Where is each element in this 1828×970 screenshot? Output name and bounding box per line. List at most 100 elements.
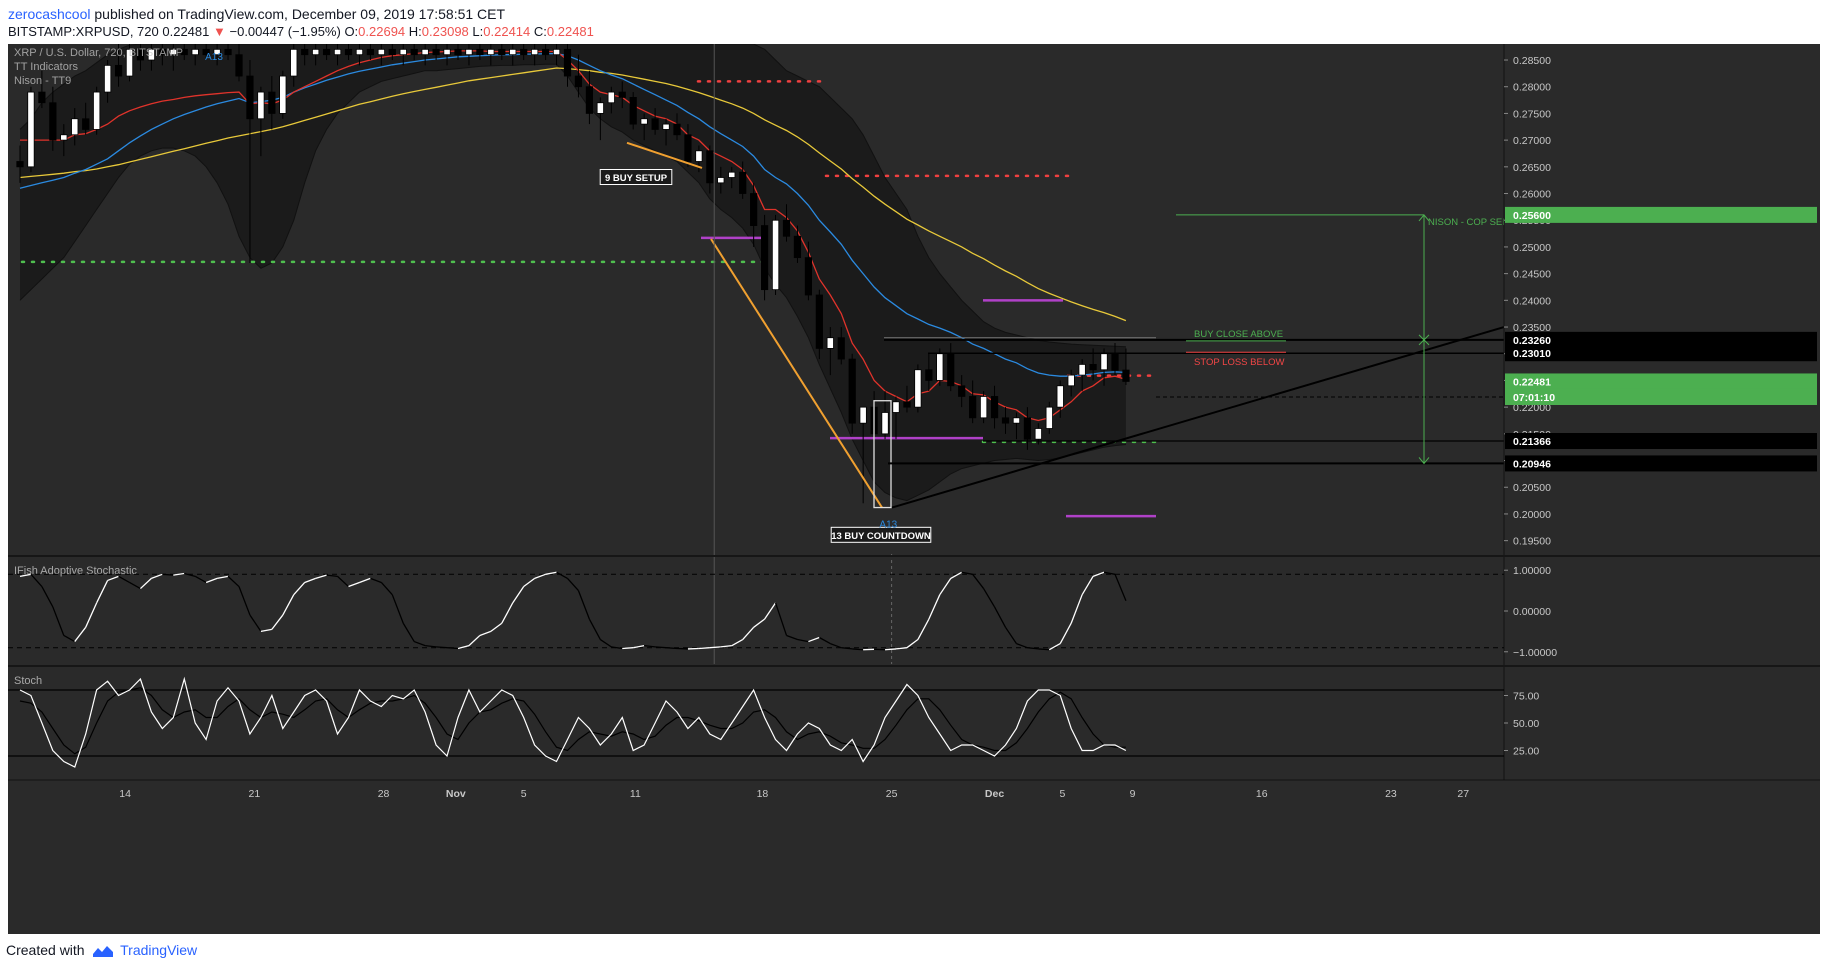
candle: [804, 241, 813, 301]
ifish-segment: [436, 646, 448, 649]
time-axis-background: [8, 780, 1820, 934]
candle: [596, 97, 604, 141]
price-tag-box: [1505, 373, 1817, 390]
candle: [104, 60, 112, 103]
candle: [892, 396, 900, 440]
ifish-segment: [260, 628, 272, 633]
candle-body: [1012, 417, 1021, 424]
ifish-segment: [205, 577, 218, 584]
price-tick-label: 0.26000: [1513, 189, 1551, 201]
time-tick-label: 21: [248, 788, 260, 800]
candle: [826, 327, 834, 376]
candle-body: [399, 48, 407, 56]
ifish-segment: [194, 575, 207, 584]
candle-body: [421, 48, 429, 56]
price-tag-label: 0.21366: [1513, 436, 1551, 448]
ifish-segment: [1103, 571, 1116, 575]
candle-body: [38, 91, 46, 104]
ifish-segment: [567, 577, 579, 592]
candle: [388, 44, 396, 61]
candle: [498, 44, 506, 61]
tradingview-link[interactable]: TradingView: [120, 942, 198, 958]
ifish-segment: [1004, 626, 1017, 644]
candle-body: [246, 75, 254, 120]
nison-cross-icon: [1418, 334, 1430, 346]
a13-label-top: A13: [205, 52, 223, 63]
high-label: H:: [408, 24, 422, 39]
candle-body: [520, 48, 528, 56]
buy-countdown-label-text: 13 BUY COUNTDOWN: [831, 531, 931, 542]
chart-area[interactable]: 9 BUY SETUP 13 BUY COUNTDOWN BUY CLOSE ABO…: [8, 43, 1820, 934]
candle-body: [235, 54, 243, 77]
ifish-segment: [227, 575, 240, 588]
candle-body: [279, 75, 287, 114]
ifish-segment: [96, 580, 109, 604]
ifish-segment: [402, 622, 415, 642]
candle-body: [936, 353, 944, 381]
price-tick-label: 0.19500: [1513, 536, 1551, 548]
ifish-segment: [852, 648, 864, 651]
candle-body: [859, 406, 867, 424]
candle-body: [322, 48, 331, 56]
candle-body: [257, 91, 265, 120]
ifish-segment: [85, 602, 98, 628]
candle: [1056, 380, 1064, 418]
ifish-tick-label: 0.00000: [1513, 606, 1551, 618]
candle-body: [410, 48, 418, 56]
candle-body: [169, 48, 177, 56]
ifish-segment: [993, 606, 1007, 628]
ifish-segment: [19, 573, 32, 577]
candle-body: [815, 294, 823, 349]
candle-body: [837, 337, 845, 360]
ifish-segment: [764, 602, 777, 620]
stoch-title: Stoch: [14, 675, 42, 687]
candle-body: [750, 193, 758, 226]
ifish-segment: [644, 645, 656, 648]
ifish-segment: [359, 577, 371, 584]
candle: [344, 44, 353, 61]
candle: [114, 44, 123, 87]
buy-setup-label-text: 9 BUY SETUP: [605, 173, 668, 184]
candle-body: [958, 385, 966, 397]
candle: [848, 353, 856, 434]
candle: [27, 86, 35, 173]
candle: [925, 353, 933, 392]
candle-body: [432, 48, 440, 56]
price-axis-background: [1504, 44, 1820, 780]
candle: [476, 44, 484, 61]
ema-yellow-line: [19, 67, 1127, 322]
candle-body: [585, 86, 594, 114]
candle: [618, 81, 626, 109]
a13-label-bottom: A13: [879, 519, 897, 530]
candle: [60, 124, 68, 157]
close-label: C:: [533, 24, 547, 39]
candle: [377, 44, 385, 66]
ifish-tick-label: 1.00000: [1513, 565, 1551, 577]
candle-body: [1034, 428, 1042, 440]
candle-body: [355, 48, 364, 56]
candle-body: [728, 171, 736, 178]
price-tag-box: [1505, 455, 1817, 472]
candle-body: [147, 48, 155, 61]
candle-body: [125, 48, 134, 77]
candle-body: [1067, 374, 1075, 387]
time-tick-label: 23: [1385, 788, 1397, 800]
bollinger-lower-line: [19, 63, 1126, 502]
candle-body: [761, 225, 769, 291]
chart-svg[interactable]: 9 BUY SETUP 13 BUY COUNTDOWN BUY CLOSE ABO…: [8, 43, 1820, 934]
stoch-tick-label: 25.00: [1513, 746, 1539, 758]
candle: [717, 166, 725, 194]
candle-body: [191, 48, 199, 56]
candle: [531, 44, 539, 66]
open-label: O:: [344, 24, 359, 39]
price-tag-label: 07:01:10: [1513, 392, 1555, 404]
author-link[interactable]: zerocashcool: [8, 6, 91, 22]
ifish-segment: [501, 602, 514, 624]
price-tag: 0.21366: [1505, 432, 1817, 449]
candle: [268, 76, 276, 130]
candle-body: [344, 48, 353, 56]
candle-body: [377, 48, 385, 56]
ifish-segment: [512, 586, 525, 604]
candle: [881, 391, 889, 440]
ifish-segment: [140, 577, 152, 590]
